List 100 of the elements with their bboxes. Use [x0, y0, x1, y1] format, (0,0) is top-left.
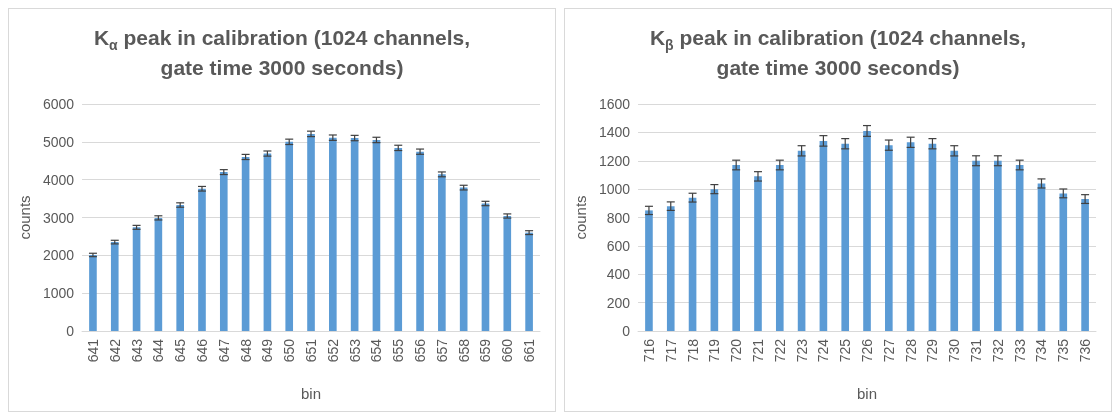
x-tick-label: 731 — [968, 338, 985, 363]
bar — [775, 165, 784, 331]
y-tick-label: 600 — [606, 237, 631, 254]
y-tick-label: 1400 — [598, 124, 631, 141]
x-tick-label: 647 — [215, 338, 232, 363]
bar — [906, 142, 915, 331]
bar — [219, 172, 228, 331]
x-tick-label: 655 — [390, 338, 407, 363]
x-tick-label: 650 — [281, 338, 298, 363]
bar — [1081, 199, 1089, 331]
bar — [797, 150, 806, 331]
y-tick-label: 6000 — [42, 96, 75, 112]
x-tick-label: 641 — [84, 338, 101, 363]
x-tick-label: 716 — [640, 338, 657, 363]
y-axis-title: counts — [16, 195, 33, 240]
bar — [285, 141, 294, 331]
bar — [459, 187, 468, 331]
y-tick-label: 5000 — [42, 133, 75, 150]
bar — [994, 160, 1002, 331]
x-tick-label: 732 — [989, 338, 1006, 363]
bar — [132, 227, 141, 331]
bar — [688, 197, 697, 331]
y-tick-label: 0 — [66, 323, 75, 339]
bar — [481, 203, 490, 331]
x-tick-label: 722 — [771, 338, 788, 363]
y-tick-label: 2000 — [42, 247, 75, 264]
x-axis-title: bin — [301, 385, 322, 402]
bar — [307, 133, 315, 331]
x-tick-label: 648 — [237, 338, 254, 363]
x-tick-label: 660 — [499, 338, 516, 363]
bar — [1059, 193, 1068, 331]
x-tick-label: 730 — [946, 338, 963, 363]
x-tick-label: 659 — [477, 338, 494, 363]
bar — [525, 232, 533, 331]
bar — [710, 189, 719, 331]
x-tick-label: 646 — [193, 338, 210, 363]
x-tick-label: 724 — [815, 338, 832, 363]
bar — [438, 174, 446, 331]
x-tick-label: 736 — [1077, 338, 1094, 363]
bar — [863, 130, 871, 331]
x-tick-label: 651 — [303, 338, 320, 363]
x-tick-label: 644 — [150, 338, 167, 363]
x-tick-label: 654 — [368, 338, 385, 363]
bar — [503, 215, 512, 331]
x-tick-label: 652 — [324, 338, 341, 363]
x-tick-label: 656 — [412, 338, 429, 363]
bar — [176, 205, 184, 331]
bar — [350, 138, 359, 331]
x-tick-label: 721 — [749, 338, 766, 363]
x-tick-label: 723 — [793, 338, 810, 363]
bar — [154, 217, 163, 331]
bar — [263, 153, 272, 331]
x-tick-label: 657 — [433, 338, 450, 363]
x-tick-label: 727 — [880, 338, 897, 363]
y-tick-label: 200 — [606, 294, 631, 311]
bar — [819, 140, 828, 331]
y-axis-title: counts — [572, 195, 589, 240]
bar — [110, 242, 119, 331]
bar — [885, 145, 893, 331]
bar — [1037, 183, 1046, 331]
bar — [645, 210, 653, 331]
bar — [732, 165, 740, 331]
bar — [372, 139, 381, 331]
bar — [950, 150, 959, 331]
y-tick-label: 800 — [606, 209, 631, 226]
bar — [198, 188, 206, 331]
bar — [1015, 165, 1024, 331]
y-tick-label: 1600 — [598, 96, 631, 112]
x-axis-title: bin — [857, 385, 878, 402]
x-tick-label: 729 — [924, 338, 941, 363]
y-tick-label: 3000 — [42, 209, 75, 226]
y-tick-label: 1200 — [598, 152, 631, 169]
x-tick-label: 649 — [259, 338, 276, 363]
x-tick-label: 726 — [859, 338, 876, 363]
x-tick-label: 645 — [172, 338, 189, 363]
y-tick-label: 400 — [606, 266, 631, 283]
bar — [666, 206, 675, 331]
y-tick-label: 1000 — [42, 285, 75, 302]
bar — [89, 254, 97, 331]
bar — [841, 143, 850, 331]
x-tick-label: 735 — [1055, 338, 1072, 363]
y-tick-label: 4000 — [42, 171, 75, 188]
x-tick-label: 717 — [662, 338, 679, 363]
x-tick-label: 719 — [706, 338, 723, 363]
x-tick-label: 718 — [684, 338, 701, 363]
x-tick-label: 643 — [128, 338, 145, 363]
bar — [928, 143, 937, 331]
bar — [972, 160, 980, 331]
bar — [329, 137, 337, 331]
x-tick-label: 658 — [455, 338, 472, 363]
bar — [754, 176, 762, 331]
bar — [416, 151, 424, 331]
y-tick-label: 1000 — [598, 181, 631, 198]
x-tick-label: 642 — [106, 338, 123, 363]
x-tick-label: 661 — [521, 338, 538, 363]
x-tick-label: 720 — [728, 338, 745, 363]
x-tick-label: 653 — [346, 338, 363, 363]
x-tick-label: 728 — [902, 338, 919, 363]
x-tick-label: 734 — [1033, 338, 1050, 363]
x-tick-label: 733 — [1011, 338, 1028, 363]
